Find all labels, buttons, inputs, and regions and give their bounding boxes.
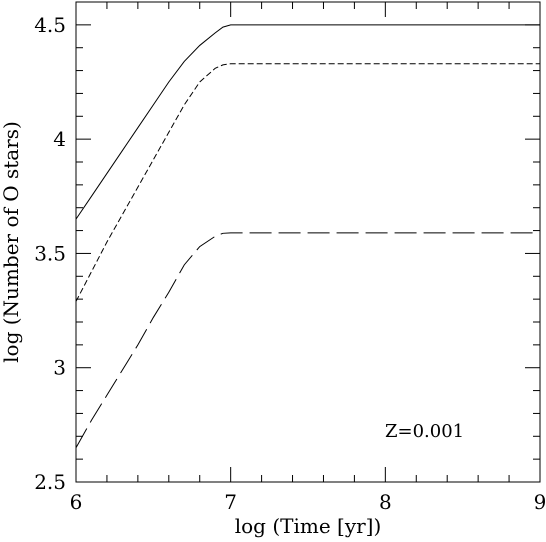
y-tick-label: 4	[53, 127, 66, 151]
x-tick-label: 8	[379, 490, 392, 514]
y-tick-label: 3.5	[34, 241, 66, 265]
y-tick-label: 2.5	[34, 470, 66, 494]
tick-labels: 6 7 8 9 2.5 3 3.5 4 4.5	[34, 13, 546, 514]
y-tick-label: 4.5	[34, 13, 66, 37]
tick-marks	[75, 1, 541, 483]
series-line-solid	[75, 24, 540, 220]
x-tick-label: 6	[70, 490, 83, 514]
y-tick-label: 3	[53, 356, 66, 380]
series-line-dashed	[75, 63, 540, 302]
metallicity-annotation: Z=0.001	[385, 421, 464, 442]
series-line-long-dashed	[75, 232, 540, 448]
series-lines	[75, 24, 540, 448]
x-tick-label: 9	[534, 490, 546, 514]
x-axis-label: log (Time [yr])	[235, 514, 382, 538]
y-axis-label: log (Number of O stars)	[0, 121, 23, 363]
plot-frame	[75, 1, 541, 483]
x-tick-label: 7	[224, 490, 237, 514]
